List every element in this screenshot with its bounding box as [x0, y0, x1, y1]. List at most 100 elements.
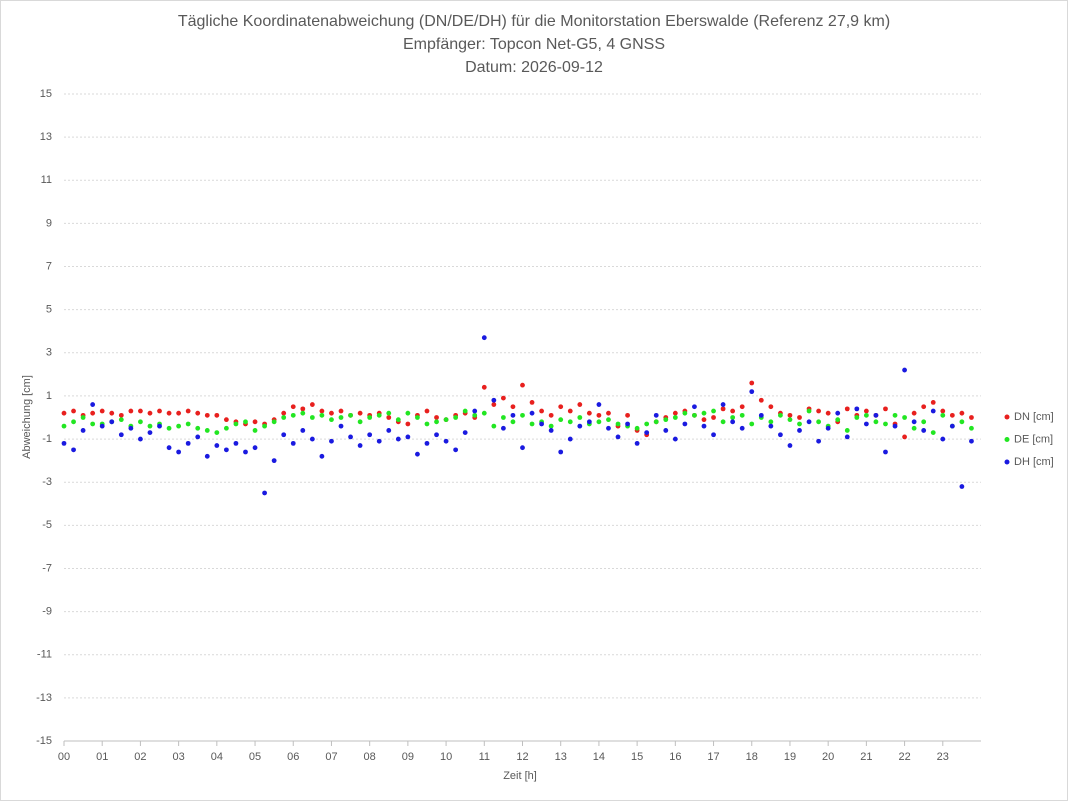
data-point [491, 423, 497, 429]
data-point [329, 417, 334, 423]
x-tick-label: 21 [860, 751, 872, 763]
data-point [510, 412, 516, 418]
data-point [730, 415, 736, 420]
data-point [720, 419, 726, 425]
data-point [596, 412, 602, 418]
x-tick-label: 15 [631, 751, 643, 763]
data-point [863, 421, 869, 427]
x-tick-label: 11 [479, 751, 490, 763]
data-point [510, 404, 516, 410]
data-point [816, 438, 822, 444]
data-point [300, 428, 306, 433]
x-tick-label: 10 [440, 751, 452, 763]
data-point [415, 451, 420, 457]
data-point [758, 412, 764, 418]
data-point [138, 419, 143, 425]
data-point [510, 419, 516, 425]
chart-date: Datum: 2026-09-12 [465, 59, 603, 76]
data-point [969, 415, 974, 420]
data-point [930, 430, 936, 435]
data-point [672, 436, 678, 442]
data-point [863, 408, 869, 414]
data-point [424, 408, 430, 414]
data-point [453, 447, 459, 453]
data-point [634, 440, 640, 446]
data-point [672, 410, 678, 416]
data-point [309, 402, 315, 407]
data-point [386, 428, 392, 433]
x-tick-label: 19 [784, 751, 796, 763]
data-point [395, 436, 401, 442]
data-point [491, 402, 497, 407]
data-point [682, 421, 688, 427]
data-point [758, 397, 764, 403]
data-point [348, 434, 353, 440]
data-point [319, 453, 325, 459]
data-point [701, 423, 707, 429]
data-point [577, 402, 583, 407]
y-tick-label: 9 [46, 217, 52, 229]
data-point [319, 412, 325, 418]
data-point [606, 417, 611, 423]
data-point [606, 410, 611, 416]
data-point [128, 408, 134, 414]
data-point [90, 421, 96, 427]
y-tick-label: -5 [42, 519, 52, 531]
x-tick-label: 05 [249, 751, 261, 763]
data-point [806, 408, 812, 414]
data-point [892, 412, 898, 418]
x-tick-label: 22 [898, 751, 910, 763]
data-point [357, 410, 363, 416]
data-point [166, 445, 172, 451]
data-point [99, 423, 105, 429]
data-point [720, 406, 726, 412]
data-point [223, 447, 229, 453]
data-point [491, 397, 497, 403]
data-point [835, 410, 841, 416]
data-point [376, 438, 382, 444]
data-point [749, 380, 755, 386]
x-tick-label: 18 [746, 751, 758, 763]
data-point [309, 436, 315, 442]
data-point [243, 419, 248, 425]
data-point [883, 406, 888, 412]
data-point [730, 419, 736, 425]
data-point [405, 410, 411, 416]
data-point [71, 408, 76, 414]
data-point [520, 445, 525, 451]
data-point [797, 428, 802, 433]
data-point [204, 412, 210, 418]
data-point [195, 434, 201, 440]
x-tick-label: 23 [937, 751, 949, 763]
data-point [481, 410, 487, 416]
data-point [825, 425, 831, 431]
data-point [577, 415, 583, 420]
data-point [223, 417, 229, 423]
data-point [185, 440, 191, 446]
data-point [500, 415, 506, 420]
data-point [61, 410, 67, 416]
data-point [844, 434, 850, 440]
x-tick-label: 00 [58, 751, 70, 763]
data-point [138, 408, 143, 414]
data-point [223, 425, 229, 431]
data-point [214, 412, 220, 418]
data-point [558, 404, 564, 410]
data-point [902, 434, 907, 440]
data-point [969, 438, 974, 444]
data-point [921, 404, 927, 410]
data-point [644, 421, 650, 427]
data-point [768, 419, 774, 425]
data-point [930, 408, 936, 414]
data-point [338, 423, 344, 429]
legend-label: DH [cm] [1014, 456, 1054, 468]
data-point [166, 410, 172, 416]
data-point [281, 410, 287, 416]
data-point [692, 412, 697, 418]
data-point [911, 410, 917, 416]
data-point [520, 412, 525, 418]
data-point [424, 421, 430, 427]
data-point [99, 408, 105, 414]
data-point [816, 408, 822, 414]
